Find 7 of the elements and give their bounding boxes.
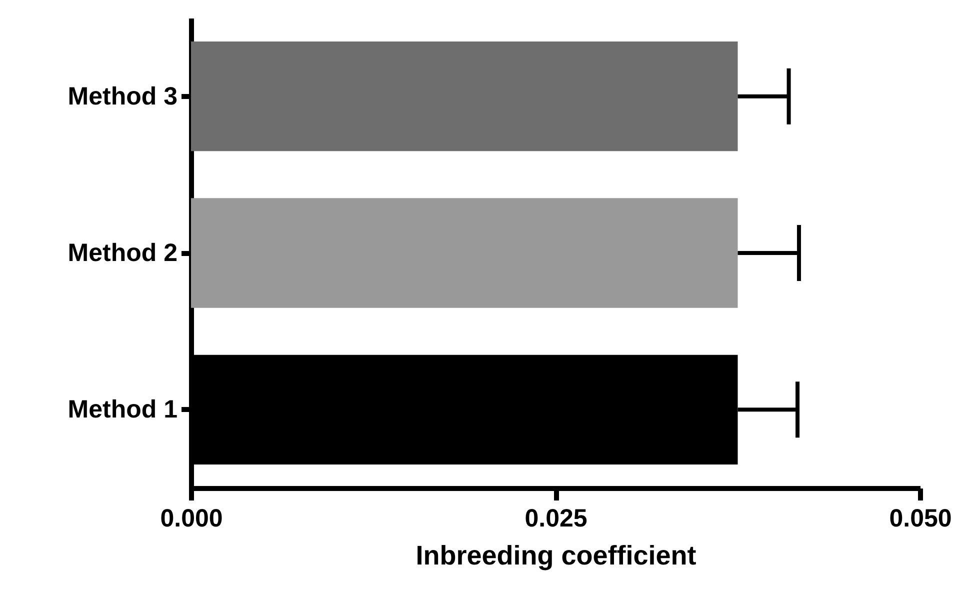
y-tick-label: Method 3 [68, 82, 178, 110]
x-tick-label: 0.000 [160, 504, 223, 532]
y-tick-label: Method 1 [68, 396, 178, 424]
y-tick-label: Method 2 [68, 239, 178, 267]
x-axis-title: Inbreeding coefficient [416, 540, 696, 570]
x-tick-label: 0.025 [524, 504, 588, 532]
x-tick-label: 0.050 [889, 504, 952, 532]
